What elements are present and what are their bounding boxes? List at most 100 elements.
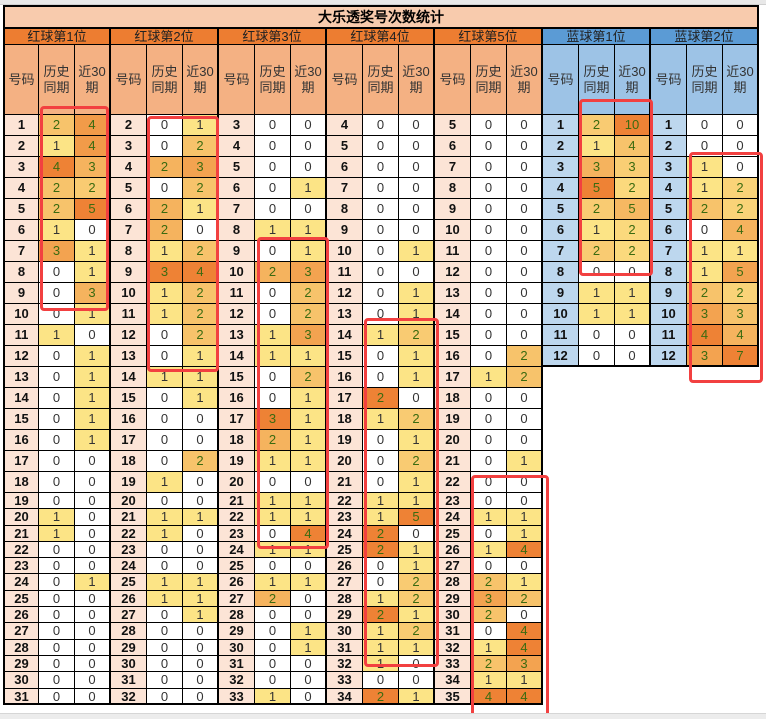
recent30-count-cell: 0: [183, 672, 219, 689]
table-row: 25 2 1: [327, 541, 435, 559]
table-row: 25 0 1: [435, 525, 543, 542]
history-count-cell: 3: [687, 304, 723, 325]
ball-number-cell: 29: [111, 639, 147, 656]
recent30-count-cell: 2: [183, 283, 219, 304]
history-count-cell: 0: [363, 430, 399, 451]
history-count-cell: 0: [255, 178, 291, 199]
recent30-count-cell: 3: [507, 655, 543, 673]
table-row: 28 1 2: [327, 590, 435, 608]
recent30-count-cell: 0: [399, 199, 435, 220]
recent30-count-cell: 1: [507, 451, 543, 472]
ball-number-cell: 29: [327, 607, 363, 624]
table-row: 30 0 1: [219, 639, 327, 656]
recent30-count-cell: 4: [183, 262, 219, 283]
ball-number-cell: 6: [651, 220, 687, 241]
recent30-count-cell: 0: [75, 525, 111, 542]
header-text: 近30: [510, 63, 538, 79]
ball-number-cell: 24: [327, 525, 363, 542]
recent30-count-cell: 0: [507, 178, 543, 199]
ball-number-cell: 31: [111, 672, 147, 689]
recent30-count-cell: 0: [399, 157, 435, 178]
ball-number-cell: 4: [111, 157, 147, 178]
number-column-header: 号码: [543, 45, 579, 115]
ball-number-cell: 20: [3, 509, 39, 526]
history-count-cell: 1: [147, 241, 183, 262]
recent30-count-cell: 2: [399, 623, 435, 640]
ball-number-cell: 12: [651, 346, 687, 367]
ball-number-cell: 22: [435, 472, 471, 493]
recent30-count-cell: 0: [183, 541, 219, 559]
sheet-title: 大乐透奖号次数统计: [3, 5, 759, 28]
table-row: 11 0 0: [435, 241, 543, 262]
table-row: 24 2 0: [327, 525, 435, 542]
ball-number-cell: 21: [219, 493, 255, 510]
table-row: 18 1 2: [327, 409, 435, 430]
recent30-count-cell: 2: [507, 346, 543, 367]
history-count-cell: 2: [147, 199, 183, 220]
recent30-count-cell: 2: [615, 220, 651, 241]
recent30-count-cell: 1: [291, 639, 327, 656]
ball-number-cell: 19: [219, 451, 255, 472]
history-count-cell: 1: [579, 136, 615, 157]
history-count-cell: 0: [471, 558, 507, 575]
history-count-cell: 1: [579, 304, 615, 325]
table-row: 12 3 7: [651, 346, 759, 367]
history-count-cell: 0: [363, 220, 399, 241]
recent30-count-cell: 1: [291, 451, 327, 472]
table-row: 24 0 1: [3, 574, 111, 591]
history-count-cell: 1: [255, 451, 291, 472]
ball-number-cell: 18: [327, 409, 363, 430]
ball-number-cell: 27: [219, 590, 255, 608]
recent30-count-cell: 1: [291, 388, 327, 409]
recent30-count-cell: 0: [507, 262, 543, 283]
history-count-cell: 1: [147, 304, 183, 325]
header-text: 号码: [331, 71, 358, 87]
recent30-count-cell: 1: [291, 409, 327, 430]
table-row: 34 1 1: [435, 672, 543, 689]
table-row: 21 0 1: [435, 451, 543, 472]
ball-number-cell: 4: [219, 136, 255, 157]
table-row: 18 0 0: [435, 388, 543, 409]
table-row: 21 1 1: [219, 493, 327, 510]
history-count-cell: 1: [471, 672, 507, 689]
recent30-count-cell: 1: [291, 574, 327, 591]
header-text: 近30: [78, 63, 106, 79]
history-column-header: 历史 同期: [687, 45, 723, 115]
ball-number-cell: 31: [219, 655, 255, 673]
table-row: 15 0 1: [327, 346, 435, 367]
table-row: 25 1 1: [111, 574, 219, 591]
table-row: 21 1 0: [3, 525, 111, 542]
table-row: 16 0 1: [3, 430, 111, 451]
history-count-cell: 2: [579, 241, 615, 262]
ball-number-cell: 14: [327, 325, 363, 346]
history-count-cell: 3: [147, 262, 183, 283]
table-row: 1 2 10: [543, 115, 651, 136]
history-count-cell: 0: [147, 493, 183, 510]
recent30-count-cell: 5: [615, 199, 651, 220]
table-row: 21 1 1: [111, 509, 219, 526]
recent30-count-cell: 0: [399, 136, 435, 157]
ball-number-cell: 2: [111, 115, 147, 136]
recent30-count-cell: 4: [507, 541, 543, 559]
history-count-cell: 0: [255, 199, 291, 220]
recent30-column-header: 近30 期: [615, 45, 651, 115]
history-count-cell: 4: [39, 157, 75, 178]
recent30-count-cell: 0: [291, 472, 327, 493]
recent30-count-cell: 3: [75, 157, 111, 178]
recent30-count-cell: 1: [75, 430, 111, 451]
ball-number-cell: 11: [3, 325, 39, 346]
history-count-cell: 1: [363, 655, 399, 673]
table-row: 13 0 1: [3, 367, 111, 388]
group-title: 蓝球第2位: [651, 28, 759, 45]
ball-number-cell: 16: [3, 430, 39, 451]
recent30-count-cell: 0: [615, 346, 651, 367]
recent30-count-cell: 2: [399, 451, 435, 472]
history-count-cell: 2: [471, 607, 507, 624]
ball-number-cell: 24: [3, 574, 39, 591]
recent30-count-cell: 4: [723, 220, 759, 241]
table-row: 19 0 0: [435, 409, 543, 430]
recent30-count-cell: 0: [291, 136, 327, 157]
